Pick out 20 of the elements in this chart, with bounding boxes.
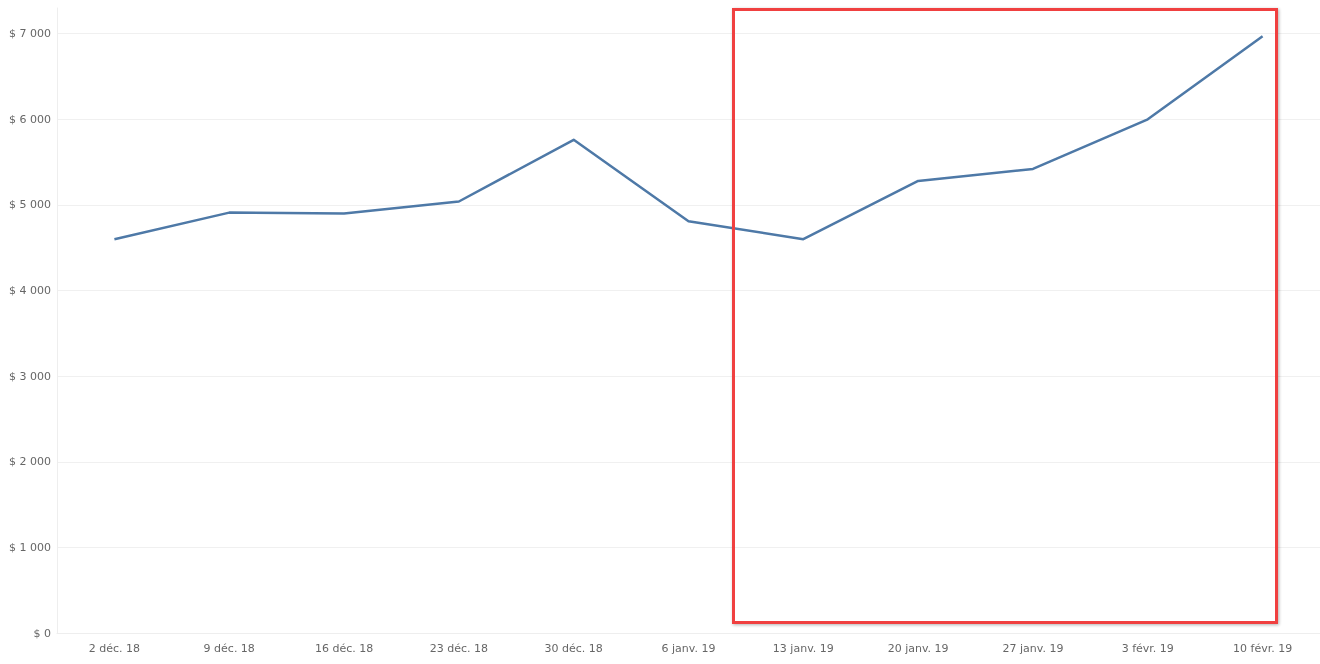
x-tick-label: 2 déc. 18 — [88, 642, 141, 655]
y-tick-label: $ 7 000 — [9, 27, 51, 41]
x-tick-label: 13 janv. 19 — [772, 642, 834, 655]
x-tick-label: 9 déc. 18 — [203, 642, 255, 655]
x-tick-label: 16 déc. 18 — [314, 642, 374, 655]
x-tick-label: 20 janv. 19 — [887, 642, 949, 655]
y-tick-label: $ 3 000 — [9, 369, 51, 383]
y-tick-label: $ 0 — [33, 626, 51, 640]
x-tick-label: 27 janv. 19 — [1002, 642, 1064, 655]
y-tick-label: $ 4 000 — [9, 284, 51, 298]
x-tick-label: 23 déc. 18 — [429, 642, 489, 655]
line-series — [113, 35, 1264, 241]
x-tick-label: 30 déc. 18 — [544, 642, 603, 655]
y-tick-label: $ 2 000 — [9, 455, 51, 469]
x-tick-label: 6 janv. 19 — [661, 642, 716, 655]
y-tick-label: $ 1 000 — [9, 540, 51, 554]
x-tick-label: 10 févr. 19 — [1233, 642, 1293, 655]
x-tick-label: 3 févr. 19 — [1121, 642, 1174, 655]
y-tick-label: $ 5 000 — [9, 198, 51, 212]
y-tick-label: $ 6 000 — [9, 112, 51, 126]
